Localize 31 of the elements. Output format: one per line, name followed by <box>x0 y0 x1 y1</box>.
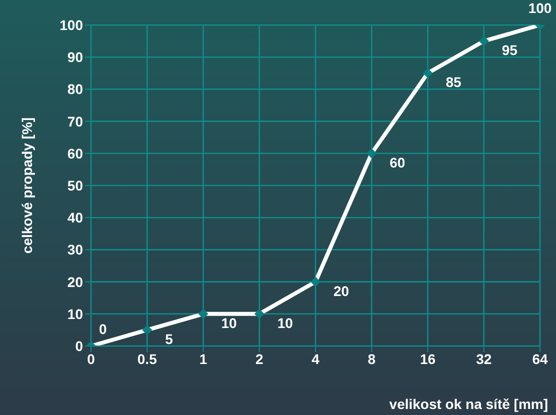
y-tick-label: 10 <box>67 306 84 322</box>
x-axis-title: velikost ok na sítě [mm] <box>389 396 548 412</box>
x-tick-label: 0 <box>87 350 96 367</box>
data-label: 85 <box>446 74 462 90</box>
x-tick-label: 2 <box>255 350 264 367</box>
x-tick-label: 1 <box>199 350 208 367</box>
y-tick-label: 50 <box>67 177 84 194</box>
y-tick-label: 0 <box>75 338 84 354</box>
data-label: 60 <box>390 154 406 170</box>
data-label: 10 <box>277 314 294 331</box>
y-tick-label: 100 <box>60 16 84 33</box>
x-tick-label: 8 <box>368 350 376 367</box>
y-axis-title: celkové propady [%] <box>18 117 35 254</box>
y-tick-label: 30 <box>67 242 84 258</box>
x-tick-label: 0.5 <box>137 350 158 367</box>
y-tick-label: 70 <box>67 113 84 130</box>
data-label: 10 <box>221 314 238 331</box>
y-tick-label: 60 <box>67 145 84 162</box>
y-tick-label: 90 <box>67 49 84 66</box>
data-label: 5 <box>165 330 174 347</box>
x-tick-label: 32 <box>476 350 492 367</box>
data-label: 20 <box>334 282 350 299</box>
y-tick-label: 80 <box>67 81 84 98</box>
x-tick-label: 4 <box>312 350 320 367</box>
data-label: 0 <box>99 321 107 337</box>
x-tick-label: 64 <box>532 350 548 367</box>
data-label: 100 <box>528 0 552 16</box>
y-tick-label: 40 <box>67 210 84 226</box>
y-tick-label: 20 <box>67 274 84 290</box>
data-label: 95 <box>502 42 518 58</box>
x-tick-label: 16 <box>420 350 436 367</box>
